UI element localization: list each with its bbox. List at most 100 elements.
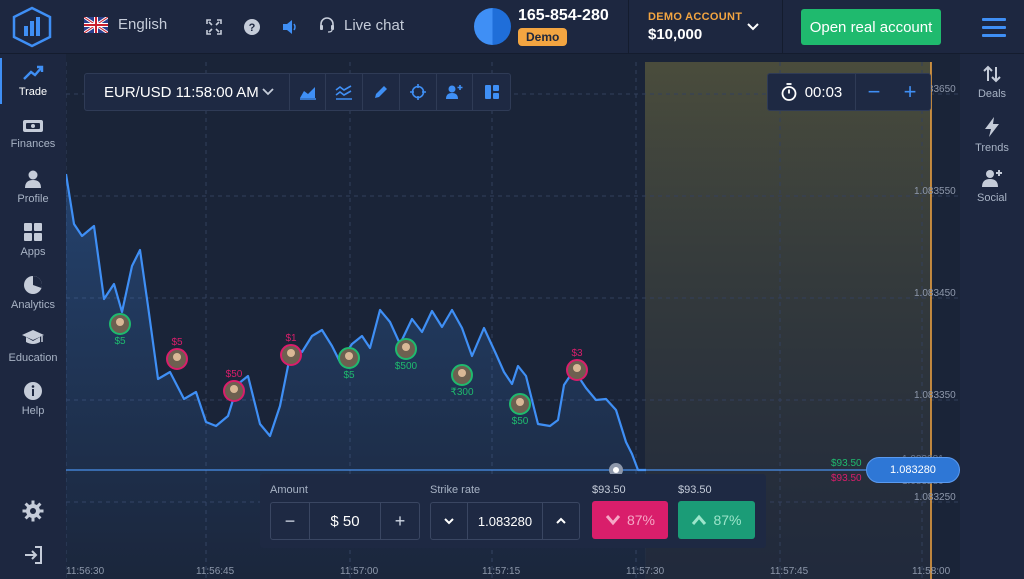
trader-avatar-face [402,343,410,351]
trader-avatar-face [516,398,524,406]
strike-rate-input[interactable]: 1.083280 [467,503,543,539]
trade-amount-label: ₹300 [450,387,473,398]
arrow-up-icon [692,514,707,525]
chevron-down-icon[interactable] [746,20,760,34]
price-line [66,173,646,472]
strike-decrease-button[interactable] [431,503,467,539]
nav-label: Deals [977,88,1007,100]
y-tick-label: 1.083650 [914,84,956,95]
y-tick-label: 1.083550 [914,186,956,197]
header-divider [628,0,629,54]
nav-label: Social [977,192,1007,204]
trade-amount-label: $5 [343,370,355,381]
social-trades-button[interactable] [437,74,474,110]
expiry-timer: 00:03 − + [767,73,931,111]
x-tick-label: 11:57:00 [340,566,379,577]
nav-education[interactable]: Education [0,321,66,371]
help-circle-icon[interactable]: ? [242,17,262,37]
chevron-down-icon [444,518,454,525]
strike-increase-button[interactable] [543,503,579,539]
current-price-tag: 1.083280 [866,457,960,483]
nav-trends[interactable]: Trends [960,116,1024,162]
trade-amount-label: $500 [395,361,418,372]
menu-icon[interactable] [980,15,1008,39]
asset-selector[interactable]: EUR/USD 11:58:00 AM [85,74,290,110]
timer-display[interactable]: 00:03 [768,74,856,110]
layout-icon [484,85,499,99]
sell-down-button[interactable]: 87% [592,501,668,539]
trade-panel: Amount − $ 50 + Strike rate 1.083280 $93… [260,474,766,548]
live-chat-button[interactable]: Live chat [318,16,404,34]
header-divider [782,0,783,54]
strike-rate-stepper: 1.083280 [430,502,580,540]
layout-button[interactable] [473,74,510,110]
x-tick-label: 11:56:45 [196,566,235,577]
nav-label: Finances [10,138,56,150]
nav-label: Help [21,405,45,417]
drawing-button[interactable] [363,74,400,110]
down-percent: 87% [626,512,656,528]
trader-avatar-face [116,318,124,326]
y-tick-label: 1.083250 [914,492,956,503]
logout-icon[interactable] [22,544,44,566]
nav-deals[interactable]: Deals [960,64,1024,110]
analytics-icon [24,276,43,294]
nav-finances[interactable]: Finances [0,109,66,159]
crosshair-button[interactable] [400,74,437,110]
asset-pair-time: EUR/USD 11:58:00 AM [104,83,259,101]
nav-label: Apps [20,246,46,258]
current-price-dot-inner [613,467,619,473]
fullscreen-icon[interactable] [204,17,224,37]
trader-avatar-face [230,385,238,393]
area-chart-icon [299,87,316,100]
account-id: 165-854-280 [518,7,609,24]
chart-toolbar: EUR/USD 11:58:00 AM [84,73,511,111]
amount-increase-button[interactable]: + [394,510,406,531]
nav-label: Trends [975,142,1009,154]
amount-decrease-button[interactable]: − [284,510,296,531]
chevron-up-icon [556,517,566,524]
timer-increase-button[interactable]: + [903,79,917,104]
nav-apps[interactable]: Apps [0,215,66,265]
down-payout-label: $93.50 [592,484,626,496]
right-sidebar: Deals Trends Social [960,54,1024,579]
social-icon [982,170,1002,187]
buy-up-button[interactable]: 87% [678,501,755,539]
demo-badge: Demo [518,28,568,46]
timer-decrease-button[interactable]: − [867,79,881,104]
sound-icon[interactable] [280,17,300,37]
indicators-button[interactable] [326,74,364,110]
trade-amount-label: $50 [512,416,529,427]
nav-help[interactable]: Help [0,374,66,424]
nav-social[interactable]: Social [960,168,1024,214]
amount-stepper: − $ 50 + [270,502,420,540]
logo-icon[interactable] [12,6,52,48]
apps-icon [24,223,42,241]
account-avatar[interactable] [474,8,511,45]
up-payout-label: $93.50 [678,484,712,496]
amount-input[interactable]: $ 50 [309,503,381,539]
nav-profile[interactable]: Profile [0,162,66,212]
trade-amount-label: $50 [226,369,243,380]
trade-amount-label: $1 [285,333,297,344]
trade-amount-label: $5 [114,336,126,347]
language-selector[interactable]: English [84,16,167,33]
nav-label: Analytics [10,299,56,311]
trader-avatar-face [573,364,581,372]
live-chat-label: Live chat [344,16,405,34]
x-tick-label: 11:57:30 [626,566,665,577]
open-real-account-button[interactable]: Open real account [801,9,941,45]
chart-type-button[interactable] [290,74,327,110]
y-tick-label: 1.083350 [914,390,956,401]
pencil-icon [374,86,387,98]
trader-avatar-face [287,349,295,357]
nav-analytics[interactable]: Analytics [0,268,66,318]
up-percent: 87% [713,512,742,528]
arrow-down-icon [605,515,621,526]
svg-text:?: ? [249,22,256,34]
stopwatch-icon [781,83,797,101]
uk-flag-icon [84,16,108,33]
nav-trade[interactable]: Trade [0,56,66,106]
education-icon [22,330,44,344]
settings-gear-icon[interactable] [22,500,44,522]
